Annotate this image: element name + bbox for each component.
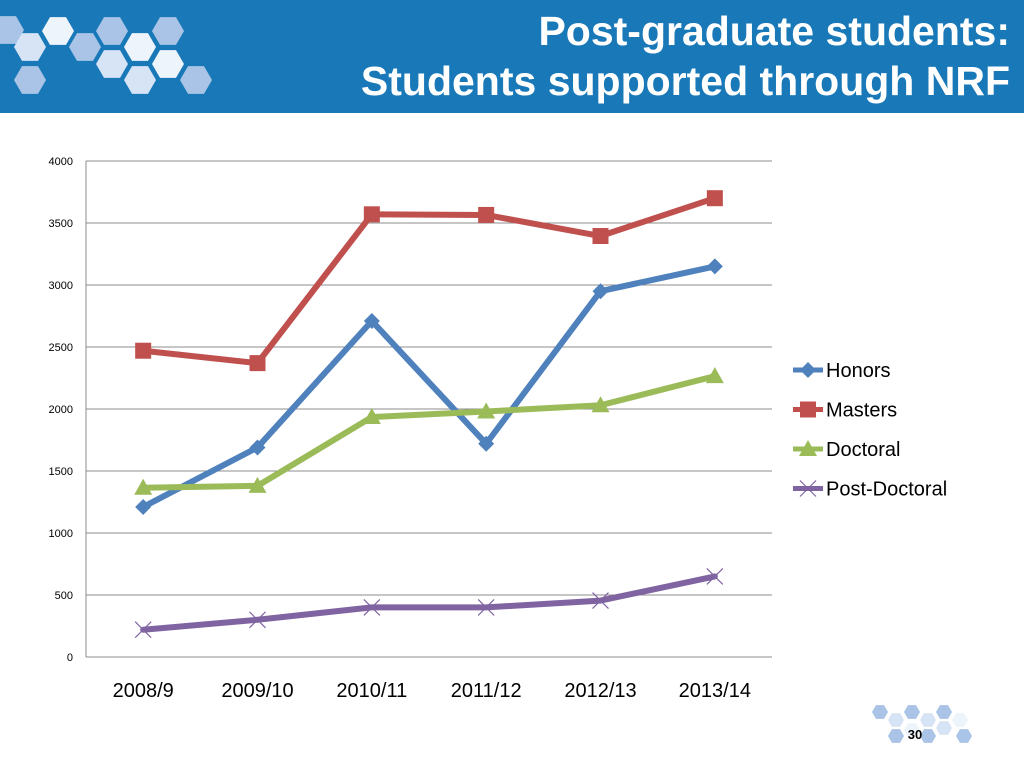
- legend-label: Masters: [826, 400, 897, 422]
- x-tick-label: 2013/14: [679, 680, 751, 702]
- data-point-triangle: [477, 402, 496, 419]
- title-line-2: Students supported through NRF: [360, 58, 1010, 104]
- hexagon-shape: [956, 729, 972, 743]
- x-tick-label: 2010/11: [336, 680, 407, 702]
- y-tick-label: 4000: [49, 156, 73, 168]
- page-number: 30: [907, 727, 923, 742]
- data-point-triangle: [362, 408, 381, 425]
- hexagon-shape: [152, 17, 184, 45]
- data-point-square: [478, 206, 495, 223]
- hexagon-shape: [904, 705, 920, 719]
- legend-label: Doctoral: [826, 439, 900, 461]
- page-title: Post-graduate students: Students support…: [361, 6, 1010, 106]
- hexagon-shape: [96, 17, 128, 45]
- x-tick-label: 2009/10: [221, 680, 293, 702]
- data-point-diamond: [592, 283, 609, 300]
- series-line: [140, 263, 718, 510]
- data-point-square: [592, 228, 609, 245]
- hexagon-shape: [124, 66, 156, 94]
- data-point-diamond: [135, 498, 152, 515]
- data-point-diamond: [706, 258, 723, 275]
- x-tick-label: 2008/9: [113, 680, 174, 702]
- data-point-square: [249, 355, 266, 372]
- x-tick-label: 2011/12: [451, 680, 522, 702]
- y-tick-label: 2500: [49, 342, 73, 354]
- legend-entry: Doctoral: [793, 439, 900, 461]
- legend-entry: Honors: [793, 360, 890, 382]
- data-point-diamond: [249, 439, 266, 456]
- data-point-x: [592, 592, 609, 610]
- hexagon-shape: [42, 17, 74, 45]
- hexagon-shape: [888, 729, 904, 743]
- data-point-x: [134, 621, 152, 639]
- hexagon-shape: [124, 33, 156, 61]
- y-tick-label: 3500: [49, 218, 73, 230]
- title-banner: Post-graduate students: Students support…: [0, 0, 1024, 113]
- hexagon-shape: [69, 33, 101, 61]
- data-point-diamond: [800, 362, 816, 378]
- hexagon-shape: [904, 723, 920, 737]
- data-point-square: [135, 342, 152, 359]
- data-point-x: [799, 480, 817, 497]
- hexagon-shape: [888, 713, 904, 727]
- y-tick-label: 1000: [49, 528, 73, 540]
- hexagon-pattern-logo: [0, 16, 212, 94]
- data-point-square: [800, 401, 816, 418]
- series-doctoral: [134, 367, 724, 495]
- y-tick-label: 500: [55, 590, 73, 602]
- data-point-x: [477, 598, 495, 616]
- hexagon-shape: [152, 50, 184, 78]
- hexagon-shape: [96, 50, 128, 78]
- hexagon-shape: [872, 705, 888, 719]
- data-point-triangle: [705, 367, 724, 384]
- data-point-x: [363, 598, 381, 616]
- data-point-diamond: [478, 435, 495, 452]
- hexagon-shape: [0, 16, 24, 44]
- y-tick-label: 2000: [49, 404, 73, 416]
- legend-label: Post-Doctoral: [826, 479, 947, 501]
- hexagon-shape: [14, 33, 46, 61]
- hexagon-shape: [180, 66, 212, 94]
- x-tick-label: 2012/13: [564, 680, 636, 702]
- series-line: [140, 373, 718, 491]
- hexagon-shape: [936, 705, 952, 719]
- series-post-doctoral: [134, 567, 724, 639]
- data-point-square: [363, 206, 380, 223]
- data-point-triangle: [591, 396, 610, 413]
- series-masters: [135, 190, 723, 372]
- hexagon-shape: [920, 729, 936, 743]
- data-point-square: [706, 190, 723, 207]
- hexagon-shape: [936, 721, 952, 735]
- y-tick-label: 3000: [49, 280, 73, 292]
- legend-label: Honors: [826, 360, 890, 382]
- legend-entry: Post-Doctoral: [793, 479, 947, 501]
- series-line: [140, 195, 718, 367]
- data-point-diamond: [363, 312, 380, 329]
- data-point-triangle: [799, 440, 817, 456]
- hexagon-shape: [920, 713, 936, 727]
- data-point-x: [706, 567, 724, 585]
- data-point-x: [249, 611, 266, 629]
- series-honors: [135, 258, 723, 515]
- data-point-triangle: [134, 478, 153, 495]
- hexagon-shape: [952, 713, 968, 727]
- y-tick-label: 1500: [49, 466, 73, 478]
- hexagon-shape: [14, 66, 46, 94]
- data-point-triangle: [248, 476, 267, 493]
- line-chart: 0 500 1000 1500 2000 2500 3000 3500 4000 2008/9 20…: [49, 156, 948, 702]
- footer-hexagon-logo: [872, 705, 972, 743]
- y-tick-label: 0: [67, 652, 73, 664]
- hexagon-shape: [44, 51, 72, 77]
- legend-entry: Masters: [793, 400, 897, 422]
- series-line: [140, 573, 718, 633]
- title-line-1: Post-graduate students:: [538, 8, 1010, 54]
